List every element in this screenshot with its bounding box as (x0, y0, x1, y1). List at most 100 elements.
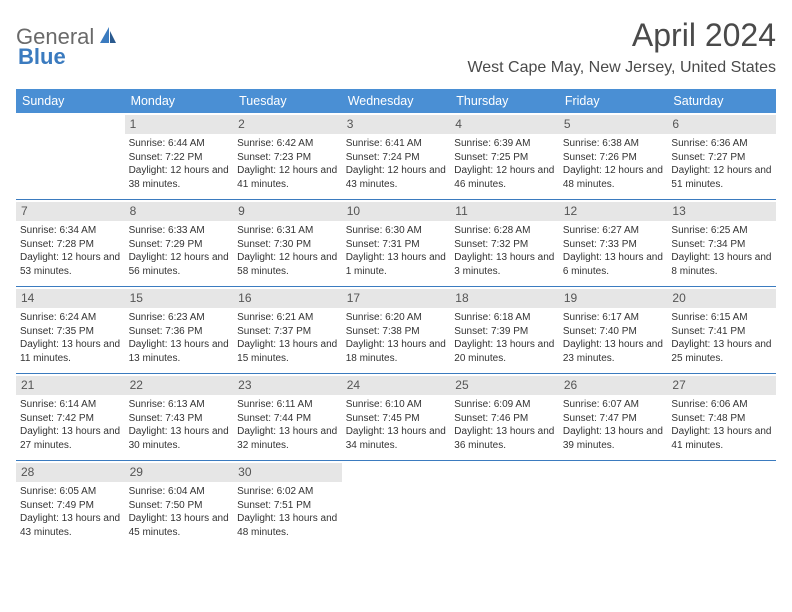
sunrise-line: Sunrise: 6:14 AM (20, 398, 121, 412)
sunrise-line: Sunrise: 6:18 AM (454, 311, 555, 325)
daylight-line: Daylight: 12 hours and 46 minutes. (454, 164, 555, 191)
sunset-line: Sunset: 7:37 PM (237, 325, 338, 339)
day-number: 25 (450, 376, 559, 395)
day-number: 10 (342, 202, 451, 221)
day-info: Sunrise: 6:39 AMSunset: 7:25 PMDaylight:… (454, 137, 555, 191)
calendar-cell: 6Sunrise: 6:36 AMSunset: 7:27 PMDaylight… (667, 113, 776, 199)
week-row: 14Sunrise: 6:24 AMSunset: 7:35 PMDayligh… (16, 286, 776, 373)
sunrise-line: Sunrise: 6:38 AM (563, 137, 664, 151)
day-number: 15 (125, 289, 234, 308)
sunset-line: Sunset: 7:43 PM (129, 412, 230, 426)
calendar-cell (450, 460, 559, 547)
day-info: Sunrise: 6:13 AMSunset: 7:43 PMDaylight:… (129, 398, 230, 452)
calendar-cell (16, 113, 125, 199)
day-number: 5 (559, 115, 668, 134)
sunset-line: Sunset: 7:48 PM (671, 412, 772, 426)
sunrise-line: Sunrise: 6:34 AM (20, 224, 121, 238)
day-header: Saturday (667, 89, 776, 113)
sunrise-line: Sunrise: 6:36 AM (671, 137, 772, 151)
day-number: 11 (450, 202, 559, 221)
daylight-line: Daylight: 13 hours and 8 minutes. (671, 251, 772, 278)
day-info: Sunrise: 6:44 AMSunset: 7:22 PMDaylight:… (129, 137, 230, 191)
calendar-cell: 11Sunrise: 6:28 AMSunset: 7:32 PMDayligh… (450, 199, 559, 286)
daylight-line: Daylight: 12 hours and 53 minutes. (20, 251, 121, 278)
daylight-line: Daylight: 13 hours and 30 minutes. (129, 425, 230, 452)
calendar-cell: 28Sunrise: 6:05 AMSunset: 7:49 PMDayligh… (16, 460, 125, 547)
day-number: 20 (667, 289, 776, 308)
sunset-line: Sunset: 7:35 PM (20, 325, 121, 339)
sunrise-line: Sunrise: 6:41 AM (346, 137, 447, 151)
sunset-line: Sunset: 7:44 PM (237, 412, 338, 426)
day-info: Sunrise: 6:17 AMSunset: 7:40 PMDaylight:… (563, 311, 664, 365)
calendar-cell: 23Sunrise: 6:11 AMSunset: 7:44 PMDayligh… (233, 373, 342, 460)
logo-subtext-wrap: Blue (18, 44, 66, 70)
day-number: 1 (125, 115, 234, 134)
calendar-cell: 13Sunrise: 6:25 AMSunset: 7:34 PMDayligh… (667, 199, 776, 286)
sunrise-line: Sunrise: 6:11 AM (237, 398, 338, 412)
day-number: 21 (16, 376, 125, 395)
day-number: 7 (16, 202, 125, 221)
day-number: 26 (559, 376, 668, 395)
sunrise-line: Sunrise: 6:10 AM (346, 398, 447, 412)
sunset-line: Sunset: 7:50 PM (129, 499, 230, 513)
sunset-line: Sunset: 7:38 PM (346, 325, 447, 339)
page-title: April 2024 (467, 18, 776, 53)
calendar-cell: 7Sunrise: 6:34 AMSunset: 7:28 PMDaylight… (16, 199, 125, 286)
calendar-cell: 29Sunrise: 6:04 AMSunset: 7:50 PMDayligh… (125, 460, 234, 547)
sunset-line: Sunset: 7:23 PM (237, 151, 338, 165)
day-number: 18 (450, 289, 559, 308)
calendar-cell: 27Sunrise: 6:06 AMSunset: 7:48 PMDayligh… (667, 373, 776, 460)
sunrise-line: Sunrise: 6:44 AM (129, 137, 230, 151)
logo-text-blue: Blue (18, 44, 66, 69)
daylight-line: Daylight: 13 hours and 43 minutes. (20, 512, 121, 539)
day-info: Sunrise: 6:24 AMSunset: 7:35 PMDaylight:… (20, 311, 121, 365)
daylight-line: Daylight: 13 hours and 41 minutes. (671, 425, 772, 452)
sunset-line: Sunset: 7:34 PM (671, 238, 772, 252)
sunrise-line: Sunrise: 6:15 AM (671, 311, 772, 325)
calendar-page: General April 2024 West Cape May, New Je… (0, 0, 792, 559)
calendar-cell: 1 Sunrise: 6:44 AMSunset: 7:22 PMDaylight… (125, 113, 234, 199)
day-number: 8 (125, 202, 234, 221)
daylight-line: Daylight: 13 hours and 48 minutes. (237, 512, 338, 539)
day-number: 22 (125, 376, 234, 395)
day-info: Sunrise: 6:06 AMSunset: 7:48 PMDaylight:… (671, 398, 772, 452)
sunrise-line: Sunrise: 6:13 AM (129, 398, 230, 412)
day-info: Sunrise: 6:25 AMSunset: 7:34 PMDaylight:… (671, 224, 772, 278)
day-info: Sunrise: 6:38 AMSunset: 7:26 PMDaylight:… (563, 137, 664, 191)
day-number: 16 (233, 289, 342, 308)
day-header-row: Sunday Monday Tuesday Wednesday Thursday… (16, 89, 776, 113)
sunset-line: Sunset: 7:51 PM (237, 499, 338, 513)
daylight-line: Daylight: 12 hours and 58 minutes. (237, 251, 338, 278)
calendar-cell: 10Sunrise: 6:30 AMSunset: 7:31 PMDayligh… (342, 199, 451, 286)
day-info: Sunrise: 6:10 AMSunset: 7:45 PMDaylight:… (346, 398, 447, 452)
sunset-line: Sunset: 7:31 PM (346, 238, 447, 252)
calendar-cell: 8Sunrise: 6:33 AMSunset: 7:29 PMDaylight… (125, 199, 234, 286)
calendar-cell: 2Sunrise: 6:42 AMSunset: 7:23 PMDaylight… (233, 113, 342, 199)
day-header: Monday (125, 89, 234, 113)
daylight-line: Daylight: 13 hours and 23 minutes. (563, 338, 664, 365)
day-header: Tuesday (233, 89, 342, 113)
day-header: Friday (559, 89, 668, 113)
day-number: 29 (125, 463, 234, 482)
day-number: 23 (233, 376, 342, 395)
day-number: 19 (559, 289, 668, 308)
calendar-cell: 14Sunrise: 6:24 AMSunset: 7:35 PMDayligh… (16, 286, 125, 373)
calendar-cell: 12Sunrise: 6:27 AMSunset: 7:33 PMDayligh… (559, 199, 668, 286)
sunrise-line: Sunrise: 6:42 AM (237, 137, 338, 151)
day-info: Sunrise: 6:15 AMSunset: 7:41 PMDaylight:… (671, 311, 772, 365)
daylight-line: Daylight: 13 hours and 6 minutes. (563, 251, 664, 278)
sunset-line: Sunset: 7:32 PM (454, 238, 555, 252)
sunrise-line: Sunrise: 6:02 AM (237, 485, 338, 499)
sunset-line: Sunset: 7:36 PM (129, 325, 230, 339)
day-number: 28 (16, 463, 125, 482)
sunrise-line: Sunrise: 6:39 AM (454, 137, 555, 151)
daylight-line: Daylight: 13 hours and 20 minutes. (454, 338, 555, 365)
calendar-cell: 22 Sunrise: 6:13 AMSunset: 7:43 PMDayligh… (125, 373, 234, 460)
day-number: 17 (342, 289, 451, 308)
sunrise-line: Sunrise: 6:20 AM (346, 311, 447, 325)
sunset-line: Sunset: 7:22 PM (129, 151, 230, 165)
day-number: 24 (342, 376, 451, 395)
daylight-line: Daylight: 12 hours and 43 minutes. (346, 164, 447, 191)
calendar-cell (342, 460, 451, 547)
daylight-line: Daylight: 12 hours and 48 minutes. (563, 164, 664, 191)
